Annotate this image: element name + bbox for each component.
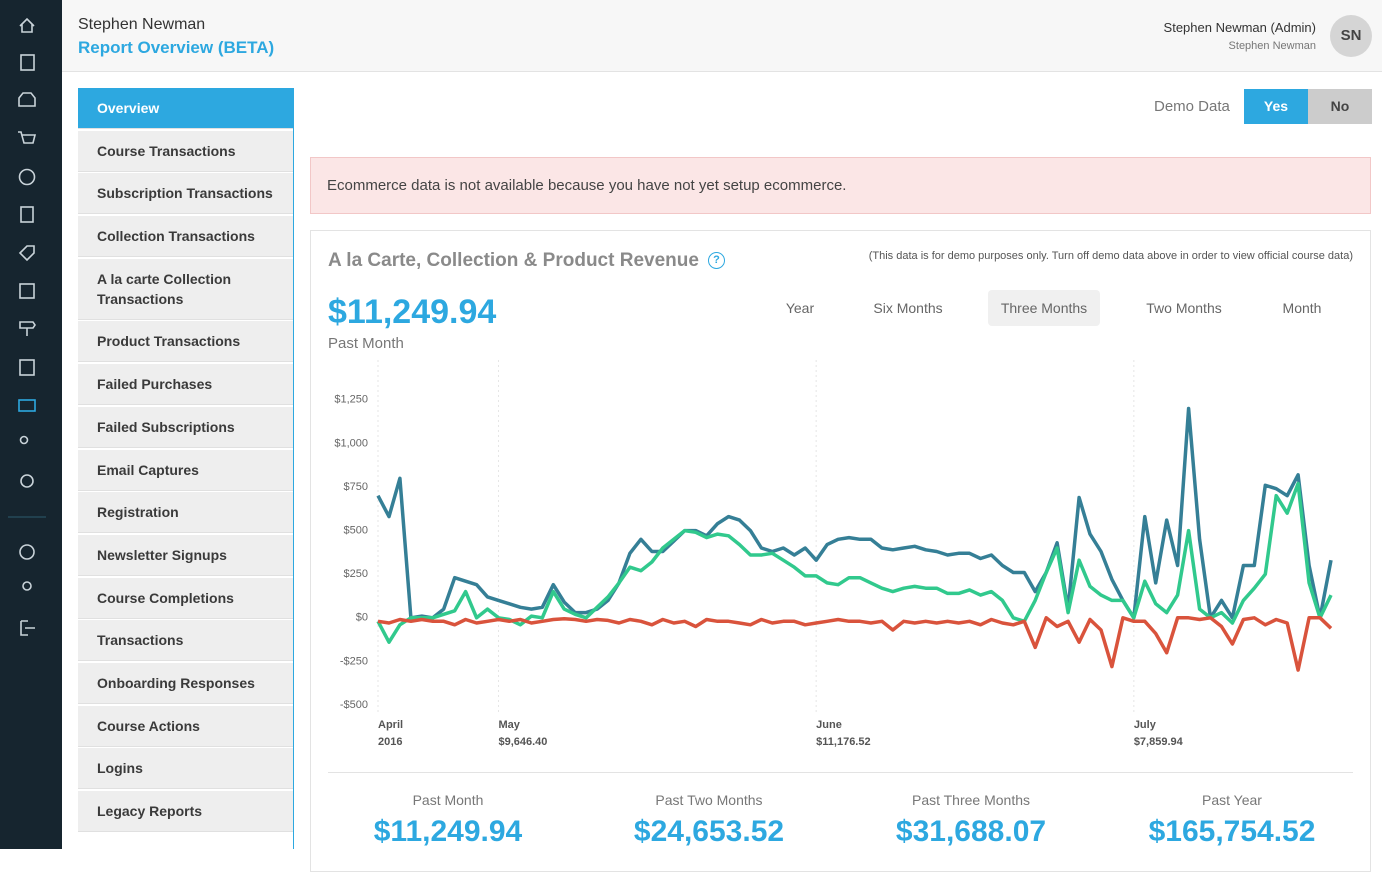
y-tick-label: -$250 — [340, 655, 368, 667]
x-tick-label: April — [378, 719, 403, 731]
profile-icon[interactable] — [22, 581, 32, 591]
nav-item[interactable]: Course Transactions — [78, 130, 293, 172]
summary-value: $11,249.94 — [373, 815, 523, 848]
nav-item[interactable]: Email Captures — [78, 449, 293, 491]
x-tick-label: May — [498, 719, 520, 731]
user-name: Stephen Newman — [78, 16, 206, 33]
summary-label: Past Three Months — [911, 792, 1031, 808]
x-tick-sublabel: $11,176.52 — [816, 736, 870, 748]
x-tick-sublabel: $9,646.40 — [498, 736, 547, 748]
nav-item[interactable]: Collection Transactions — [78, 216, 293, 258]
period-tab[interactable]: Three Months — [988, 290, 1100, 326]
alert: Ecommerce data is not available because … — [310, 157, 1371, 214]
account-sub: Stephen Newman — [1228, 40, 1316, 52]
list-icon[interactable] — [19, 359, 35, 376]
nav-item[interactable]: Registration — [78, 492, 293, 534]
nav-item[interactable]: Transactions — [78, 620, 293, 662]
series-line — [376, 406, 1333, 620]
settings-icon[interactable] — [20, 474, 34, 488]
period-tab[interactable]: Month — [1282, 300, 1322, 316]
help-icon[interactable]: ? — [708, 252, 725, 269]
report-nav: Overview Course Transactions Subscription … — [78, 88, 294, 849]
y-tick-label: $1,000 — [334, 437, 368, 449]
x-tick-label: July — [1134, 719, 1157, 731]
page-title: Report Overview (BETA) — [78, 38, 275, 57]
summary-value: $31,688.07 — [895, 815, 1047, 848]
summary-label: Past Two Months — [655, 792, 763, 808]
headline-value: $11,249.94 — [328, 293, 497, 331]
demo-no[interactable]: No — [1308, 89, 1372, 124]
nav-item[interactable]: Legacy Reports — [78, 791, 293, 832]
nav-item[interactable]: Overview — [78, 88, 293, 129]
separator — [328, 772, 1353, 773]
reports-icon[interactable] — [18, 399, 36, 412]
nav-item[interactable]: A la carte Collection Transactions — [78, 258, 293, 320]
y-tick-label: $750 — [344, 481, 368, 493]
nav-item[interactable]: Onboarding Responses — [78, 662, 293, 704]
nav-item[interactable]: Logins — [78, 748, 293, 790]
grid-icon[interactable] — [19, 283, 35, 299]
y-tick-label: $1,250 — [334, 394, 368, 406]
globe-icon[interactable] — [18, 168, 36, 186]
account-name: Stephen Newman (Admin) — [1163, 20, 1316, 35]
revenue-chart: -$500 -$250 $0 $250 $500 $750 $1,000 $1,250 Apri… — [334, 360, 1333, 748]
demo-yes[interactable]: Yes — [1244, 89, 1308, 124]
inbox-icon[interactable] — [18, 92, 36, 107]
avatar[interactable]: SN — [1330, 15, 1372, 57]
card-note: (This data is for demo purposes only. Tu… — [868, 250, 1353, 262]
users-icon[interactable] — [19, 435, 29, 445]
help-icon[interactable] — [19, 544, 35, 560]
nav-item[interactable]: Failed Purchases — [78, 364, 293, 406]
alert-text: Ecommerce data is not available because … — [327, 177, 847, 194]
icon-rail — [0, 0, 62, 849]
summary-label: Past Year — [1202, 792, 1262, 808]
y-tick-label: $500 — [344, 525, 368, 537]
y-tick-label: -$500 — [340, 699, 368, 711]
nav-item[interactable]: Subscription Transactions — [78, 173, 293, 215]
nav-item[interactable]: Failed Subscriptions — [78, 406, 293, 448]
nav-item[interactable]: Course Completions — [78, 577, 293, 619]
nav-item[interactable]: Newsletter Signups — [78, 534, 293, 576]
period-tab[interactable]: Six Months — [873, 300, 943, 316]
y-tick-label: $250 — [344, 568, 368, 580]
period-tab[interactable]: Two Months — [1146, 300, 1222, 316]
pages-icon[interactable] — [20, 206, 34, 223]
courses-icon[interactable] — [20, 54, 35, 71]
nav-item[interactable]: Product Transactions — [78, 321, 293, 363]
header: Stephen Newman Report Overview (BETA) St… — [62, 0, 1382, 72]
x-tick-sublabel: 2016 — [378, 736, 402, 748]
headline-label: Past Month — [328, 335, 404, 352]
summary-label: Past Month — [412, 792, 484, 808]
logout-icon[interactable] — [20, 620, 35, 636]
summary-value: $165,754.52 — [1148, 815, 1316, 848]
x-tick-label: June — [816, 719, 842, 731]
cart-icon[interactable] — [18, 131, 37, 144]
summary-value: $24,653.52 — [633, 815, 785, 848]
nav-item[interactable]: Course Actions — [78, 705, 293, 747]
demo-label: Demo Data — [1154, 98, 1230, 115]
series-line — [377, 616, 1333, 672]
y-tick-label: $0 — [356, 612, 368, 624]
home-icon[interactable] — [19, 17, 35, 33]
tag-icon[interactable] — [18, 245, 35, 262]
series-line — [376, 481, 1333, 644]
sign-icon[interactable] — [19, 321, 36, 336]
x-tick-sublabel: $7,859.94 — [1134, 736, 1184, 748]
card-title: A la Carte, Collection & Product Revenue — [328, 250, 699, 271]
period-tab[interactable]: Year — [785, 300, 815, 316]
